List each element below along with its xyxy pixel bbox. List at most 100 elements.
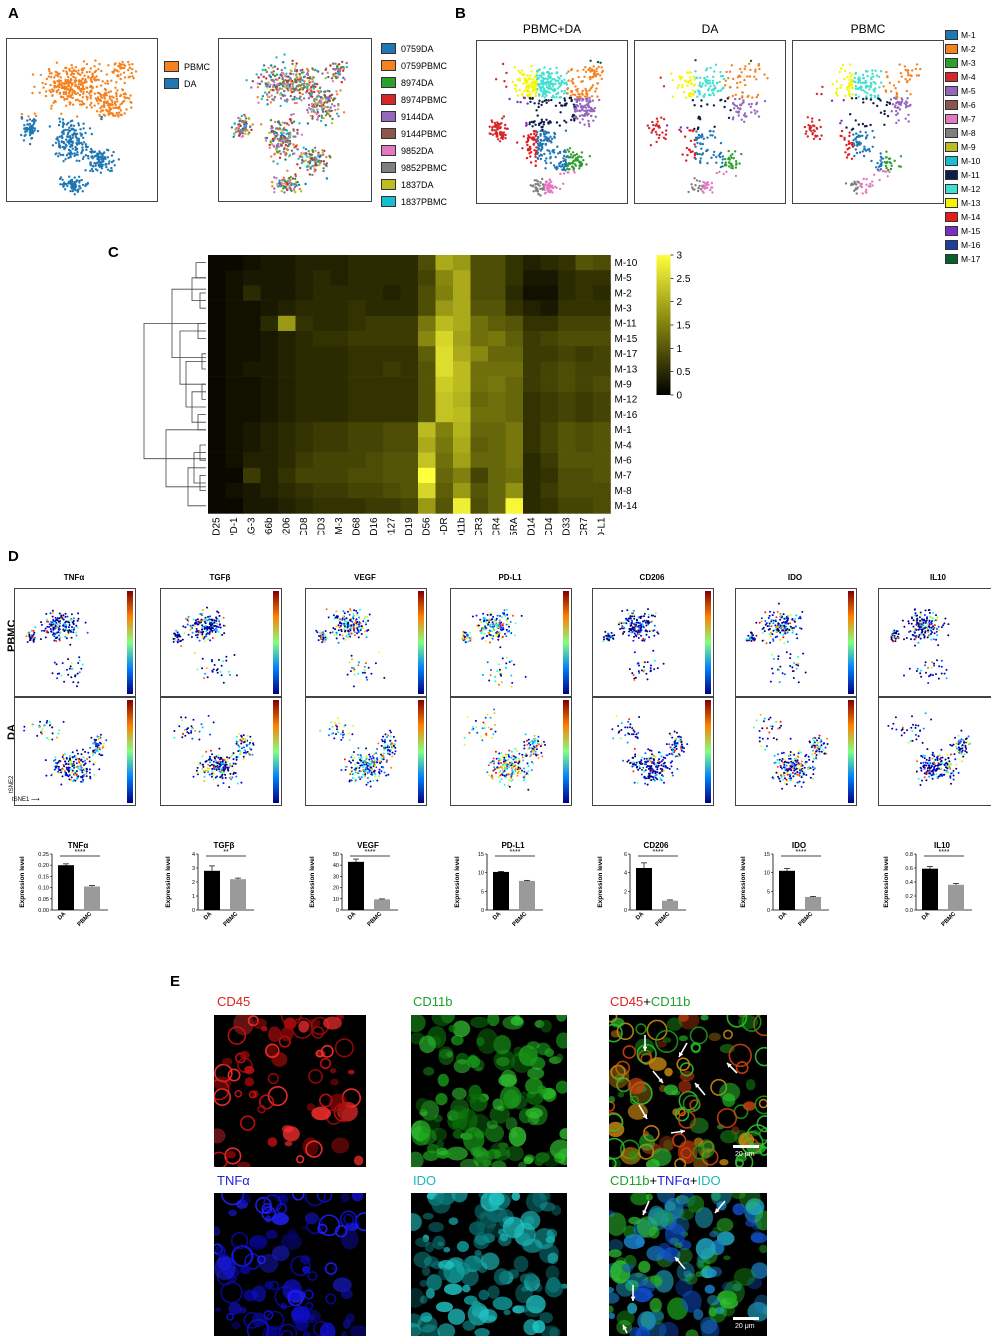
tsne-d-plot	[160, 588, 282, 697]
scatter-point	[98, 62, 101, 66]
scatter-point	[862, 154, 866, 158]
scatter-point	[196, 772, 199, 775]
legend-b-item: M-11	[945, 168, 980, 182]
scatter-point	[179, 640, 181, 643]
scatter-point	[570, 118, 573, 122]
heatmap-cell	[575, 315, 594, 332]
colorbar-tick: 3	[677, 251, 683, 262]
scatter-point	[528, 77, 531, 80]
scatter-point	[549, 157, 552, 160]
scatter-point	[64, 760, 67, 763]
scatter-point	[173, 632, 176, 635]
scatter-point	[594, 75, 597, 78]
scatter-point	[201, 636, 204, 639]
scatter-point	[84, 143, 88, 146]
scatter-point	[590, 108, 594, 111]
legend-label: M-11	[961, 170, 980, 180]
scatter-point	[110, 103, 113, 106]
heatmap-cell	[260, 498, 279, 514]
scatter-point	[197, 623, 200, 626]
scatter-point	[852, 142, 855, 145]
scatter-point	[244, 117, 248, 120]
scatter-point	[577, 155, 580, 159]
scatter-point	[40, 621, 43, 624]
heatmap-cell	[243, 498, 261, 514]
scatter-point	[330, 96, 333, 100]
scatter-point	[572, 167, 576, 170]
scatter-point	[55, 618, 58, 621]
scatter-point	[813, 124, 816, 128]
scatter-point	[72, 620, 75, 622]
heatmap-cell	[435, 300, 454, 317]
scatter-point	[215, 669, 218, 672]
scatter-point	[699, 157, 702, 160]
heatmap-cell	[348, 391, 366, 408]
scatter-point	[889, 162, 892, 165]
scatter-point	[192, 624, 194, 627]
scatter-point	[871, 180, 874, 183]
scatter-point	[25, 130, 29, 133]
scatter-point	[311, 164, 314, 168]
scatter-point	[574, 115, 578, 118]
scatter-point	[655, 140, 658, 144]
scatter-point	[112, 71, 115, 74]
scatter-point	[63, 765, 66, 768]
scatter-point	[195, 619, 197, 622]
scatter-point	[308, 173, 312, 176]
scatter-point	[554, 104, 558, 107]
scatter-point	[208, 773, 211, 776]
scatter-point	[30, 125, 33, 128]
scatter-point	[61, 616, 64, 619]
scatter-point	[541, 128, 544, 131]
scatter-point	[48, 626, 51, 628]
scatter-point	[59, 146, 62, 149]
scatter-point	[285, 132, 288, 135]
scatter-point	[562, 182, 565, 185]
heatmap-cell	[295, 331, 314, 347]
scatter-point	[54, 74, 57, 77]
scatter-point	[565, 83, 569, 86]
legend-a1: PBMC DA	[164, 58, 210, 92]
scatter-point	[753, 109, 756, 112]
scatter-point	[51, 672, 54, 675]
scatter-point	[317, 94, 320, 97]
scatter-point	[721, 161, 724, 164]
scatter-point	[116, 113, 119, 116]
scatter-point	[60, 674, 63, 677]
scatter-point	[41, 81, 44, 85]
heatmap-cell	[330, 346, 349, 362]
scatter-point	[521, 92, 524, 96]
scatter-point	[693, 83, 697, 86]
scatter-point	[217, 784, 220, 787]
heatmap-cell	[208, 361, 226, 377]
scatter-point	[733, 107, 736, 110]
scatter-point	[28, 118, 32, 121]
heatmap-cell	[593, 391, 611, 408]
scatter-point	[96, 96, 100, 99]
scatter-point	[73, 152, 76, 155]
scatter-point	[566, 87, 570, 90]
scatter-point	[888, 102, 892, 105]
scatter-point	[211, 621, 214, 623]
scatter-point	[588, 96, 591, 99]
scatter-point	[335, 90, 338, 93]
scatter-point	[59, 769, 62, 771]
scatter-point	[873, 95, 877, 99]
heatmap-cell	[593, 376, 611, 393]
scatter-point	[311, 173, 314, 177]
scatter-point	[198, 630, 201, 632]
heatmap-cell	[365, 361, 384, 377]
scatter-point	[33, 631, 36, 634]
scatter-point	[48, 724, 51, 727]
scatter-point	[64, 78, 67, 82]
scatter-point	[318, 86, 322, 90]
scatter-point	[577, 105, 580, 108]
scatter-point	[54, 625, 57, 628]
scatter-point	[523, 77, 526, 80]
scatter-point	[700, 99, 703, 102]
scatter-point	[270, 180, 274, 184]
scatter-point	[712, 153, 715, 157]
scatter-point	[62, 720, 65, 723]
scatter-point	[879, 70, 883, 73]
scatter-point	[539, 134, 542, 137]
